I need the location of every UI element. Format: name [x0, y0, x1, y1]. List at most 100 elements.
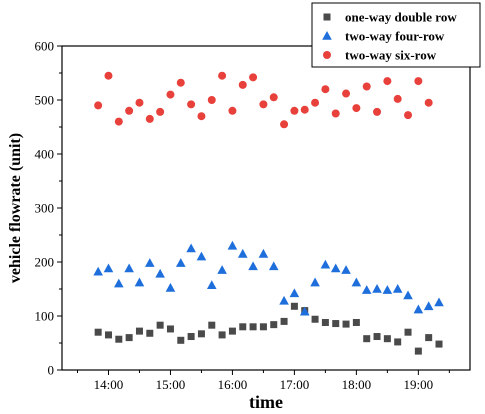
two-way-four-row-point [144, 258, 155, 267]
two-way-six-row-point [404, 111, 413, 120]
two-way-six-row-point [342, 89, 351, 98]
legend: one-way double row two-way four-row two-wa… [311, 2, 481, 68]
two-way-six-row-point [187, 100, 196, 109]
two-way-six-row-point [228, 106, 237, 115]
one-way-double-row-point [239, 323, 247, 331]
two-way-six-row-point [197, 112, 206, 121]
one-way-double-row-point [249, 323, 257, 331]
plot-frame [61, 45, 471, 371]
one-way-double-row-point [166, 325, 174, 333]
one-way-double-row-point [135, 327, 143, 335]
two-way-four-row-point [403, 290, 413, 300]
two-way-four-row-point [93, 266, 103, 276]
one-way-double-row-point [228, 327, 236, 335]
two-way-four-row-point [248, 261, 258, 271]
one-way-double-row-point [352, 318, 360, 326]
two-way-six-row-point [393, 94, 402, 103]
x-tick-label: 16:00 [218, 377, 248, 392]
legend-box [311, 2, 481, 68]
one-way-double-row-point [156, 321, 164, 329]
one-way-double-row-point [177, 336, 185, 344]
two-way-four-row-point [103, 263, 114, 273]
two-way-four-row-point [279, 295, 289, 305]
two-way-six-row-point [125, 106, 134, 115]
two-way-six-row-point [94, 101, 103, 110]
legend-marker-triangle [322, 31, 332, 40]
y-tick-label: 300 [35, 201, 55, 216]
two-way-six-row-point [414, 77, 423, 86]
y-tick-label: 400 [35, 147, 55, 162]
one-way-double-row-point [311, 315, 319, 323]
two-way-four-row-point [351, 277, 362, 287]
x-tick-label: 19:00 [404, 377, 434, 392]
two-way-four-row-point [423, 301, 434, 311]
one-way-double-row-point [104, 331, 112, 339]
two-way-four-row-point [372, 284, 382, 293]
two-way-six-row-point [145, 114, 154, 123]
two-way-six-row-point [280, 120, 289, 129]
legend-marker-circle [323, 51, 331, 59]
two-way-six-row-point [352, 104, 361, 113]
two-way-four-row-point [175, 258, 186, 267]
y-tick-label: 600 [35, 39, 55, 54]
two-way-four-row-point [165, 282, 176, 292]
one-way-double-row-point [208, 321, 216, 329]
two-way-six-row-point [104, 71, 113, 80]
x-tick-label: 17:00 [280, 377, 310, 392]
two-way-six-row-point [383, 77, 392, 86]
one-way-double-row-point [115, 335, 123, 343]
x-axis-title: time [249, 392, 283, 412]
y-tick-label: 0 [48, 363, 55, 378]
one-way-double-row-point [414, 347, 422, 355]
one-way-double-row-point [383, 335, 391, 343]
two-way-six-row-point [166, 90, 175, 99]
y-tick-label: 500 [35, 93, 55, 108]
two-way-six-row-point [156, 107, 165, 116]
two-way-four-row-point [310, 277, 320, 287]
x-tick-label: 18:00 [342, 377, 372, 392]
one-way-double-row-point [197, 330, 205, 338]
one-way-double-row-point [259, 323, 267, 331]
two-way-four-row-point [196, 251, 207, 261]
legend-label: two-way six-row [345, 48, 437, 63]
two-way-six-row-point [259, 100, 268, 109]
one-way-double-row-point [435, 340, 443, 348]
chart-marks [93, 71, 444, 355]
y-axis-title: vehicle flowrate (unit) [7, 133, 24, 283]
two-way-six-row-point [300, 105, 309, 114]
y-tick-label: 100 [35, 309, 55, 324]
two-way-four-row-point [237, 248, 248, 258]
one-way-double-row-point [425, 334, 433, 342]
two-way-six-row-point [135, 98, 144, 107]
two-way-four-row-point [361, 285, 372, 294]
two-way-four-row-point [341, 265, 351, 274]
two-way-six-row-point [218, 71, 227, 80]
one-way-double-row-point [373, 333, 381, 341]
two-way-four-row-point [330, 263, 341, 273]
two-way-four-row-point [134, 277, 145, 287]
two-way-four-row-point [217, 265, 227, 274]
two-way-four-row-point [382, 285, 393, 294]
one-way-double-row-point [270, 321, 278, 329]
two-way-four-row-point [268, 261, 279, 271]
legend-label: two-way four-row [345, 29, 445, 44]
two-way-six-row-point [373, 107, 382, 116]
legend-marker-square [323, 13, 331, 21]
two-way-six-row-point [238, 80, 247, 89]
axis-ticks: 0 100 200 300 400 500 600 14:00 15:00 16:00 17:00 1… [35, 39, 450, 392]
two-way-six-row-point [249, 73, 258, 82]
two-way-four-row-point [227, 240, 238, 250]
two-way-six-row-point [290, 106, 299, 115]
two-way-six-row-point [331, 109, 340, 118]
one-way-double-row-point [280, 317, 288, 325]
two-way-four-row-point [392, 284, 403, 293]
two-way-four-row-point [258, 248, 269, 258]
two-way-six-row-point [424, 98, 433, 107]
two-way-six-row-point [176, 78, 185, 87]
one-way-double-row-point [342, 320, 350, 328]
one-way-double-row-point [363, 335, 371, 343]
two-way-four-row-point [114, 278, 124, 288]
plot-border [61, 45, 471, 371]
one-way-double-row-point [218, 331, 226, 339]
x-tick-label: 14:00 [94, 377, 124, 392]
